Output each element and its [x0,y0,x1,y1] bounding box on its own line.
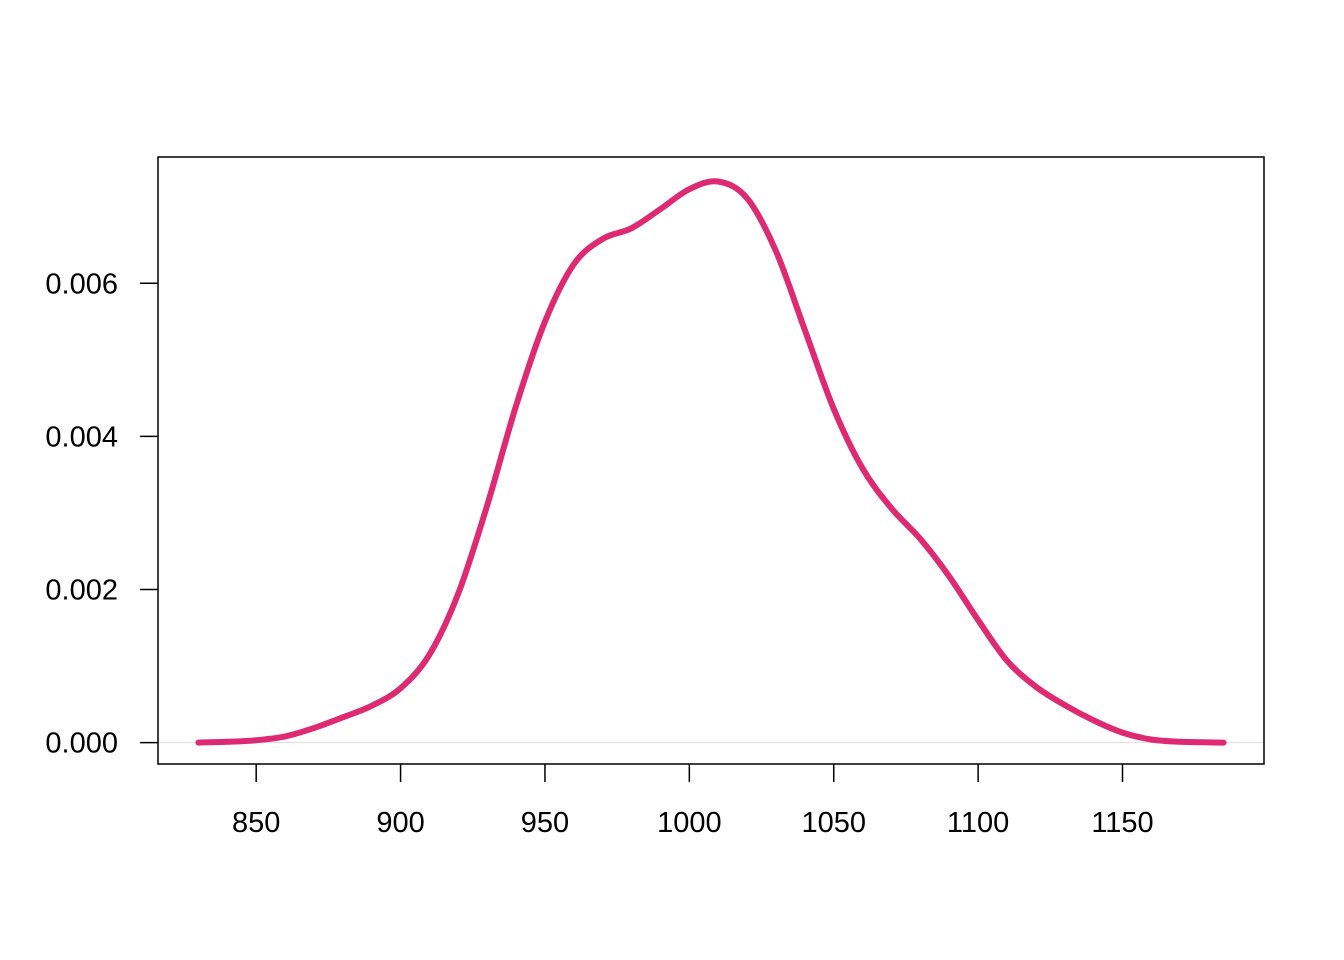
x-axis: 850 900 950 1000 1050 1100 1150 [232,764,1154,839]
series-layer [195,178,1227,746]
x-tick-label: 850 [232,807,280,839]
x-tick-label: 900 [376,807,424,839]
x-tick-label: 950 [521,807,569,839]
x-tick-label: 1050 [801,807,866,839]
x-tick-label: 1100 [947,807,1009,839]
y-tick-label: 0.006 [45,268,118,300]
density-curve [195,178,1227,746]
y-tick-label: 0.002 [45,574,118,606]
y-axis: 0.000 0.002 0.004 0.006 [45,268,158,760]
x-tick-label: 1000 [657,807,722,839]
plot-frame [157,156,1265,765]
y-tick-label: 0.004 [45,421,118,453]
y-tick-label: 0.000 [45,728,118,760]
x-tick-label: 1150 [1091,807,1153,839]
